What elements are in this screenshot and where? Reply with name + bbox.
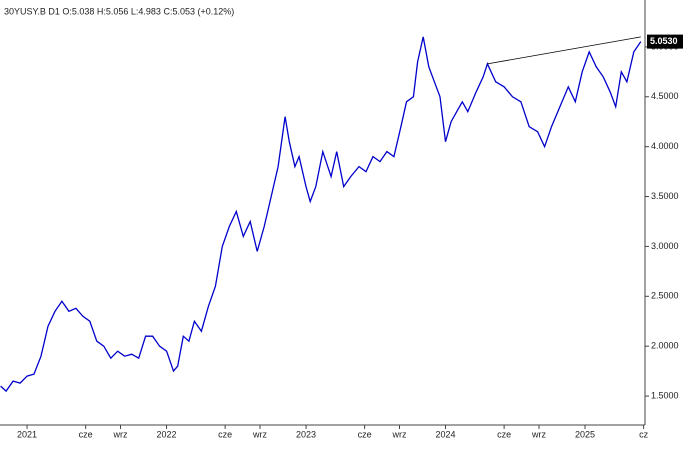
y-tick-label: 3.0000	[651, 241, 679, 251]
x-tick-label: cze	[79, 429, 93, 439]
x-tick-label: wrz	[252, 429, 267, 439]
x-tick-label: wrz	[391, 429, 406, 439]
x-tick-label: 2023	[296, 429, 316, 439]
x-tick-label: 2024	[436, 429, 456, 439]
y-tick-label: 2.5000	[651, 291, 679, 301]
x-tick-label: 2025	[575, 429, 595, 439]
x-tick-label: cze	[218, 429, 232, 439]
y-tick-label: 2.0000	[651, 341, 679, 351]
chart-title: 30YUSY.B D1 O:5.038 H:5.056 L:4.983 C:5.…	[4, 6, 234, 16]
x-tick-label: cze	[358, 429, 372, 439]
x-tick-label: wrz	[531, 429, 546, 439]
y-tick-label: 4.5000	[651, 91, 679, 101]
x-tick-label: cz	[639, 429, 649, 439]
x-tick-label: cze	[497, 429, 511, 439]
last-price-label: 5.0530	[650, 36, 678, 46]
last-price-box	[647, 34, 683, 49]
x-tick-label: wrz	[113, 429, 128, 439]
x-tick-label: 2022	[157, 429, 177, 439]
y-tick-label: 4.0000	[651, 141, 679, 151]
y-tick-label: 3.5000	[651, 191, 679, 201]
price-line	[0, 36, 642, 393]
x-tick-label: 2021	[17, 429, 37, 439]
trend-line	[487, 36, 641, 65]
y-tick-label: 1.5000	[651, 390, 679, 400]
